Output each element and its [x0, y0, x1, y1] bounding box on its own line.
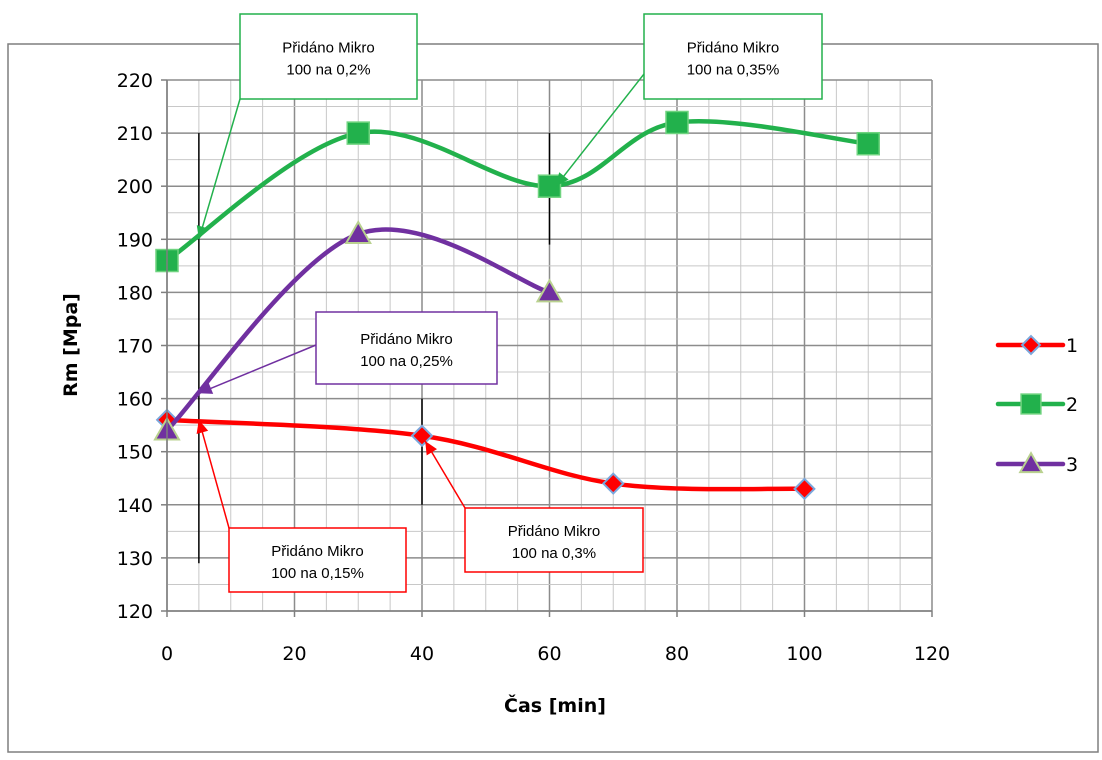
y-tick-label: 190	[117, 229, 153, 251]
x-tick-label: 40	[410, 643, 434, 665]
legend-item-1: 1	[995, 334, 1078, 357]
annotation-text-line1: Přidáno Mikro	[508, 523, 601, 540]
annotation-arrowhead	[196, 225, 209, 240]
x-tick-label: 20	[282, 643, 306, 665]
annotation-box	[315, 311, 498, 385]
x-tick-label: 0	[161, 643, 173, 665]
legend-marker	[1020, 393, 1042, 415]
annotation-box	[228, 527, 407, 593]
y-tick-label: 220	[117, 70, 153, 92]
legend-label: 2	[1066, 394, 1078, 416]
data-point	[410, 424, 434, 448]
annotation-box	[464, 507, 644, 573]
y-tick-label: 170	[117, 336, 153, 358]
annotation-text-line1: Přidáno Mikro	[282, 40, 375, 57]
y-tick-label: 130	[117, 548, 153, 570]
axes: 120 130 140 150 160 170 180 190 200 210 220 0 20 40 60…	[117, 70, 950, 665]
y-tick-label: 160	[117, 389, 153, 411]
x-tick-label: 100	[786, 643, 822, 665]
legend-label: 1	[1066, 335, 1078, 357]
legend-label: 3	[1066, 454, 1078, 476]
y-axis-title: Rm [Mpa]	[60, 293, 82, 397]
y-tick-label: 150	[117, 442, 153, 464]
annotation-arrowhead	[555, 172, 569, 187]
annotation-callout: Přidáno Mikro 100 na 0,3%	[424, 440, 644, 573]
data-point	[344, 219, 372, 244]
annotation-arrowhead	[196, 419, 209, 434]
annotation-box	[643, 13, 823, 100]
annotation-connector	[198, 419, 230, 529]
annotation-text-line2: 100 na 0,3%	[512, 545, 596, 562]
data-point	[537, 174, 562, 198]
data-point	[535, 278, 564, 303]
y-tick-label: 120	[117, 601, 153, 623]
data-point	[856, 131, 880, 156]
x-tick-label: 60	[537, 643, 561, 665]
series-group	[153, 110, 880, 501]
series-line	[164, 417, 807, 492]
annotation-text-line2: 100 na 0,25%	[360, 353, 453, 370]
data-point	[346, 121, 370, 145]
data-point	[601, 472, 625, 495]
annotation-text-line2: 100 na 0,15%	[271, 565, 364, 582]
annotation-callout: Přidáno Mikro 100 na 0,25%	[198, 311, 498, 394]
annotation-arrowhead	[425, 441, 437, 456]
y-tick-label: 180	[117, 282, 153, 304]
legend-item-3: 3	[995, 451, 1078, 476]
annotation-text-line2: 100 na 0,2%	[286, 62, 370, 79]
x-tick-label: 120	[914, 643, 950, 665]
annotation-callout: Přidáno Mikro 100 na 0,15%	[196, 419, 407, 593]
annotation-callout: Přidáno Mikro 100 na 0,2%	[196, 13, 418, 240]
annotation-text-line1: Přidáno Mikro	[271, 543, 364, 560]
legend-marker	[1020, 334, 1042, 356]
data-point	[793, 477, 816, 501]
annotation-text-line2: 100 na 0,35%	[687, 62, 780, 79]
legend-marker	[1018, 451, 1044, 474]
x-axis-title: Čas [min]	[504, 693, 606, 717]
annotation-connector	[198, 98, 241, 240]
annotation-callout: Přidáno Mikro 100 na 0,35%	[555, 13, 823, 187]
y-tick-label: 140	[117, 495, 153, 517]
annotation-connector	[555, 73, 645, 187]
annotation-text-line1: Přidáno Mikro	[360, 331, 453, 348]
annotations: Přidáno Mikro 100 na 0,15% Přidáno Mikro 10…	[196, 13, 823, 593]
annotation-text-line1: Přidáno Mikro	[687, 40, 780, 57]
data-point	[665, 110, 689, 135]
series-2	[155, 110, 880, 273]
legend: 1 2 3	[995, 334, 1078, 476]
annotation-connector	[198, 344, 317, 394]
x-tick-label: 80	[665, 643, 689, 665]
y-tick-label: 210	[117, 123, 153, 145]
y-tick-label: 200	[117, 176, 153, 198]
annotation-arrowhead	[198, 382, 214, 394]
annotation-box	[239, 13, 418, 100]
legend-item-2: 2	[995, 393, 1078, 416]
